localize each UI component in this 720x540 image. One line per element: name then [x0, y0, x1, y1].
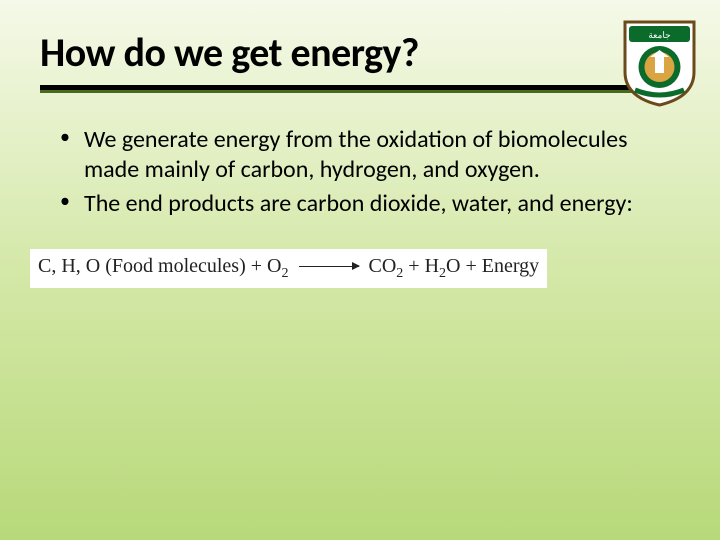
- title-area: How do we get energy?: [0, 0, 720, 93]
- eq-lhs-food: C, H, O (Food molecules): [38, 255, 246, 277]
- eq-o: O: [267, 255, 281, 277]
- bullet-item: • The end products are carbon dioxide, w…: [60, 189, 660, 219]
- bullet-marker: •: [60, 189, 84, 219]
- bullet-marker: •: [60, 125, 84, 185]
- bullet-list: • We generate energy from the oxidation …: [0, 93, 720, 219]
- eq-tail: O + Energy: [446, 255, 539, 277]
- university-logo: جامعة: [617, 12, 702, 107]
- eq-sub: 2: [439, 266, 446, 281]
- bullet-text: We generate energy from the oxidation of…: [84, 125, 660, 185]
- eq-co: CO: [369, 255, 397, 277]
- reaction-arrow-icon: [294, 254, 364, 277]
- title-underline: [40, 85, 680, 93]
- svg-text:جامعة: جامعة: [648, 30, 670, 40]
- eq-plus-h: + H: [403, 255, 439, 277]
- eq-plus: +: [246, 255, 267, 277]
- bullet-text: The end products are carbon dioxide, wat…: [84, 189, 660, 219]
- chemical-equation: C, H, O (Food molecules) + O2 CO2 + H2O …: [30, 249, 547, 288]
- slide-title: How do we get energy?: [40, 28, 680, 77]
- eq-sub: 2: [282, 266, 289, 281]
- bullet-item: • We generate energy from the oxidation …: [60, 125, 660, 185]
